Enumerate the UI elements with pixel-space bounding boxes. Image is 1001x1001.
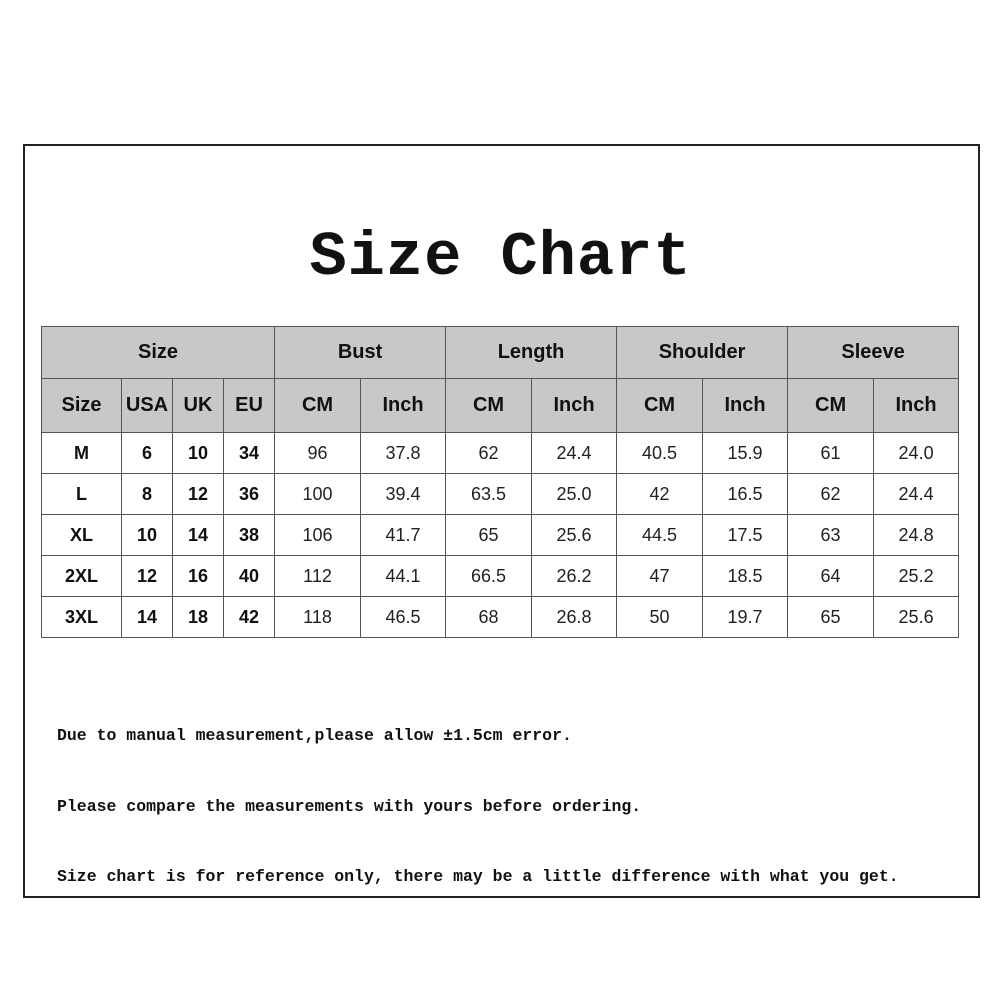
group-header-row: Size Bust Length Shoulder Sleeve [40, 326, 960, 379]
table-row: L 8 12 36 100 39.4 63.5 25.0 42 16.5 62 24.4 [41, 473, 960, 515]
table-cell: 118 [274, 596, 362, 638]
table-cell: 3XL [41, 596, 122, 638]
sub-header-cell: Inch [360, 378, 447, 433]
table-cell: 40.5 [616, 432, 704, 474]
table-cell: 12 [121, 555, 173, 597]
table-cell: 96 [274, 432, 362, 474]
table-cell: 61 [787, 432, 875, 474]
table-row: 2XL 12 16 40 112 44.1 66.5 26.2 47 18.5 64 25.2 [41, 555, 960, 597]
table-cell: 24.4 [531, 432, 618, 474]
table-cell: 46.5 [360, 596, 447, 638]
table-cell: 36 [222, 473, 276, 515]
table-cell: 100 [274, 473, 362, 515]
table-cell: 62 [787, 473, 875, 515]
sub-header-cell: CM [787, 378, 875, 433]
table-row: XL 10 14 38 106 41.7 65 25.6 44.5 17.5 63 24.8 [41, 514, 960, 556]
table-cell: 16 [172, 555, 224, 597]
table-cell: 44.5 [616, 514, 704, 556]
table-cell: 25.0 [531, 473, 618, 515]
table-cell: 24.0 [873, 432, 960, 474]
group-header-cell: Length [445, 326, 618, 379]
table-cell: 65 [787, 596, 875, 638]
table-cell: 12 [172, 473, 224, 515]
group-header-cell: Shoulder [616, 326, 789, 379]
sub-header-cell: CM [274, 378, 362, 433]
page-title: Size Chart [309, 222, 692, 293]
sub-header-cell: Size [41, 378, 122, 433]
sub-header-cell: CM [616, 378, 704, 433]
table-cell: 64 [787, 555, 875, 597]
table-cell: 24.4 [873, 473, 960, 515]
table-row: M 6 10 34 96 37.8 62 24.4 40.5 15.9 61 24.0 [41, 432, 960, 474]
table-cell: 26.8 [531, 596, 618, 638]
table-cell: 39.4 [360, 473, 447, 515]
chart-frame [23, 144, 980, 898]
table-cell: 18 [172, 596, 224, 638]
table-cell: 19.7 [702, 596, 789, 638]
sub-header-cell: Inch [531, 378, 618, 433]
table-cell: 66.5 [445, 555, 533, 597]
sub-header-cell: Inch [873, 378, 960, 433]
sub-header-row: Size USA UK EU CM Inch CM Inch CM Inch CM Inch [41, 378, 960, 433]
table-cell: 25.2 [873, 555, 960, 597]
group-header-cell: Size [40, 326, 276, 379]
table-cell: 17.5 [702, 514, 789, 556]
table-cell: M [41, 432, 122, 474]
table-cell: 26.2 [531, 555, 618, 597]
sub-header-cell: Inch [702, 378, 789, 433]
table-cell: 18.5 [702, 555, 789, 597]
table-cell: 44.1 [360, 555, 447, 597]
table-cell: 63.5 [445, 473, 533, 515]
table-cell: 42 [222, 596, 276, 638]
table-cell: 15.9 [702, 432, 789, 474]
size-table: Size Bust Length Shoulder Sleeve Size USA UK EU C… [40, 326, 960, 638]
table-cell: 16.5 [702, 473, 789, 515]
table-cell: 2XL [41, 555, 122, 597]
table-cell: 63 [787, 514, 875, 556]
table-cell: 38 [222, 514, 276, 556]
table-cell: 65 [445, 514, 533, 556]
table-cell: 40 [222, 555, 276, 597]
table-cell: 6 [121, 432, 173, 474]
table-row: 3XL 14 18 42 118 46.5 68 26.8 50 19.7 65 25.6 [41, 596, 960, 638]
table-cell: 112 [274, 555, 362, 597]
table-cell: 50 [616, 596, 704, 638]
sub-header-cell: UK [172, 378, 224, 433]
table-cell: 10 [172, 432, 224, 474]
note-line: Due to manual measurement,please allow ±… [57, 726, 572, 745]
table-cell: 25.6 [531, 514, 618, 556]
notes: Due to manual measurement,please allow ±… [57, 677, 899, 912]
table-cell: 37.8 [360, 432, 447, 474]
table-cell: 62 [445, 432, 533, 474]
sub-header-cell: USA [121, 378, 173, 433]
sub-header-cell: CM [445, 378, 533, 433]
table-cell: 14 [172, 514, 224, 556]
table-cell: 106 [274, 514, 362, 556]
note-line: Please compare the measurements with you… [57, 796, 642, 816]
sub-header-cell: EU [222, 378, 276, 433]
table-cell: 14 [121, 596, 173, 638]
table-cell: 34 [222, 432, 276, 474]
table-cell: 68 [445, 596, 533, 638]
group-header-cell: Bust [274, 326, 447, 379]
table-cell: 25.6 [873, 596, 960, 638]
table-cell: XL [41, 514, 122, 556]
table-cell: 47 [616, 555, 704, 597]
note-line: Size chart is for reference only, there … [57, 867, 899, 886]
table-cell: 41.7 [360, 514, 447, 556]
table-cell: 24.8 [873, 514, 960, 556]
table-cell: 42 [616, 473, 704, 515]
group-header-cell: Sleeve [787, 326, 960, 379]
table-cell: 8 [121, 473, 173, 515]
table-cell: 10 [121, 514, 173, 556]
table-cell: L [41, 473, 122, 515]
